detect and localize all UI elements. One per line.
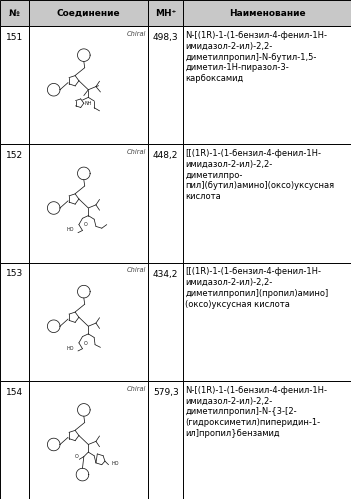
Bar: [29, 381, 148, 499]
Bar: [148, 381, 183, 499]
Text: 154: 154: [6, 388, 23, 397]
Text: HO: HO: [111, 461, 119, 466]
Bar: [0, 262, 29, 381]
Text: 448,2: 448,2: [153, 151, 178, 160]
Text: №: №: [9, 8, 20, 17]
Bar: [0, 144, 29, 262]
Bar: [183, 262, 351, 381]
Text: 498,3: 498,3: [153, 33, 179, 42]
Bar: [148, 26, 183, 144]
Text: N-[(1R)-1-(1-бензил-4-фенил-1H-
имидазол-2-ил)-2,2-
диметилпропил]-N-{3-[2-
(гид: N-[(1R)-1-(1-бензил-4-фенил-1H- имидазол…: [185, 386, 327, 438]
Text: N-[(1R)-1-(1-бензил-4-фенил-1H-
имидазол-2-ил)-2,2-
диметилпропил]-N-бутил-1,5-
: N-[(1R)-1-(1-бензил-4-фенил-1H- имидазол…: [185, 31, 327, 83]
Text: 579,3: 579,3: [153, 388, 179, 397]
Text: O: O: [74, 455, 78, 460]
Bar: [183, 144, 351, 262]
Text: 434,2: 434,2: [153, 269, 178, 278]
Text: O: O: [83, 223, 87, 228]
Bar: [29, 0, 148, 26]
Bar: [0, 26, 29, 144]
Bar: [183, 26, 351, 144]
Bar: [183, 381, 351, 499]
Text: [[(1R)-1-(1-бензил-4-фенил-1H-
имидазол-2-ил)-2,2-
диметилпропил](пропил)амино]
: [[(1R)-1-(1-бензил-4-фенил-1H- имидазол-…: [185, 267, 329, 309]
Text: Chiral: Chiral: [127, 386, 146, 392]
Bar: [29, 26, 148, 144]
Text: O: O: [83, 341, 87, 346]
Text: MH⁺: MH⁺: [155, 8, 176, 17]
Bar: [148, 0, 183, 26]
Bar: [183, 0, 351, 26]
Text: HO: HO: [67, 228, 74, 233]
Text: Наименование: Наименование: [229, 8, 305, 17]
Bar: [0, 381, 29, 499]
Text: 152: 152: [6, 151, 23, 160]
Bar: [29, 144, 148, 262]
Bar: [29, 262, 148, 381]
Bar: [148, 262, 183, 381]
Text: Соединение: Соединение: [57, 8, 120, 17]
Text: 153: 153: [6, 269, 23, 278]
Text: Chiral: Chiral: [127, 149, 146, 155]
Text: 151: 151: [6, 33, 23, 42]
Text: [[(1R)-1-(1-бензил-4-фенил-1H-
имидазол-2-ил)-2,2-
диметилпро-
пил](бутил)амино]: [[(1R)-1-(1-бензил-4-фенил-1H- имидазол-…: [185, 149, 335, 201]
Bar: [148, 144, 183, 262]
Text: NH: NH: [85, 101, 92, 106]
Text: Chiral: Chiral: [127, 31, 146, 37]
Text: Chiral: Chiral: [127, 267, 146, 273]
Text: HO: HO: [67, 346, 74, 351]
Bar: [0, 0, 29, 26]
